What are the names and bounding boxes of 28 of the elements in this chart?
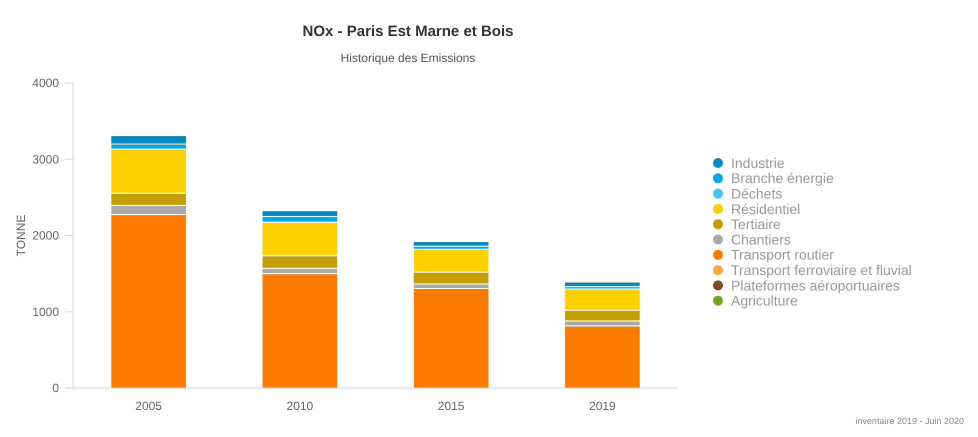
bar [262, 273, 338, 388]
x-tick-label: 2010 [286, 399, 314, 413]
legend-label: Branche énergie [731, 170, 834, 186]
x-tick-label: 2019 [589, 399, 616, 413]
y-tick-label: 0 [52, 381, 60, 396]
x-tick-label: 2005 [135, 399, 162, 413]
chart-title: NOx - Paris Est Marne et Bois [302, 23, 514, 40]
y-tick-label: 1000 [32, 304, 60, 319]
bar [564, 282, 641, 288]
chart-subtitle: Historique des Emissions [340, 51, 476, 65]
y-axis-title: TONNE [14, 214, 28, 256]
y-tick-label: 4000 [32, 76, 60, 90]
y-tick-label: 3000 [32, 152, 60, 166]
legend-label: Transport routier [731, 246, 834, 263]
bar [564, 325, 641, 388]
legend-label: Chantiers [731, 231, 791, 248]
legend-label: Transport ferroviaire et fluvial [731, 262, 912, 278]
bar [412, 288, 490, 388]
y-tick-label: 2000 [32, 228, 60, 243]
legend-label: Tertiaire [731, 216, 782, 232]
x-tick-label: 2015 [438, 399, 465, 413]
bar [412, 241, 490, 247]
legend-label: Résidentiel [731, 200, 800, 217]
legend-label: Déchets [731, 186, 782, 202]
text: inventaire 2019 - Juin 2020 [855, 416, 964, 426]
legend-label: Agriculture [731, 292, 798, 309]
legend-label: Industrie [731, 154, 785, 171]
legend-label: Plateformes aéroportuaires [731, 277, 900, 294]
